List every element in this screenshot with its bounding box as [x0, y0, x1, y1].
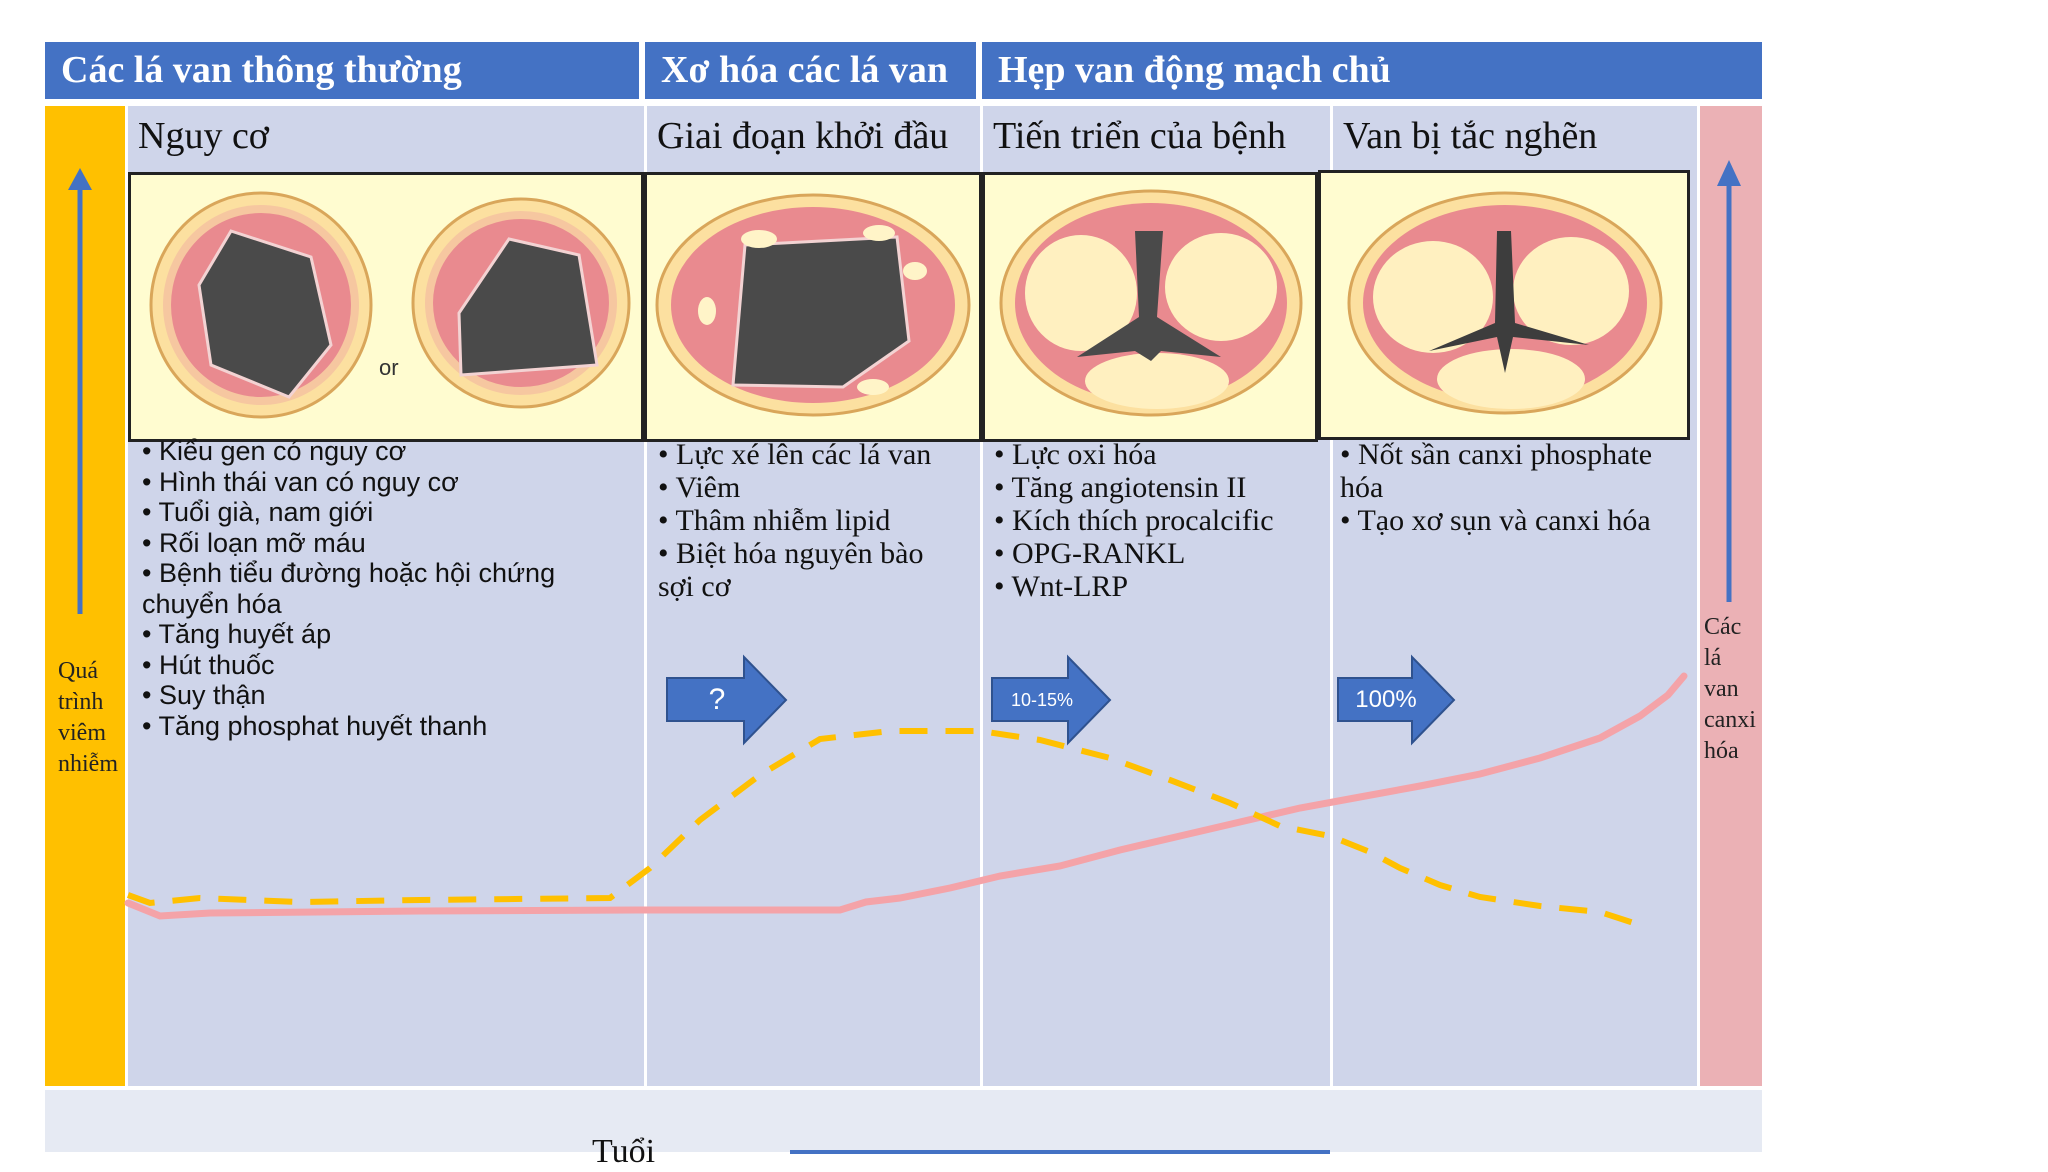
- list-item: • Tăng angiotensin II: [994, 471, 1247, 504]
- list-item: • Hình thái van có nguy cơ: [142, 466, 459, 497]
- header-stenosis: Hẹp van động mạch chủ: [982, 42, 1762, 99]
- list-item: • OPG-RANKL: [994, 537, 1186, 570]
- list-item: • Nốt sần canxi phosphate hóa: [1340, 438, 1653, 504]
- calcification-label: Các lá van canxi hóa: [1704, 614, 1756, 764]
- calcification-arrow-head: [1717, 160, 1741, 186]
- age-axis-panel: [45, 1090, 1762, 1152]
- obstruction-factors-list: • Nốt sần canxi phosphate hóa • Tạo xơ s…: [1340, 438, 1680, 537]
- stage-initiation: Giai đoạn khởi đầu: [647, 106, 980, 166]
- header-sclerosis: Xơ hóa các lá van: [645, 42, 976, 99]
- normal-valve-illustration: or: [149, 191, 631, 419]
- valve-image-progression: [982, 172, 1318, 442]
- column-divider: [980, 106, 983, 1086]
- list-item: • Tạo xơ sụn và canxi hóa: [1340, 504, 1651, 537]
- arrow-label-unknown: ?: [708, 683, 726, 716]
- inflammation-label: Quá trình viêm nhiễm: [58, 658, 118, 777]
- list-item: • Tăng huyết áp: [142, 619, 332, 649]
- arrow-label-10-15: 10-15%: [1010, 690, 1074, 710]
- valve-image-normal: or: [128, 172, 644, 442]
- arrow-label-100: 100%: [1355, 686, 1417, 713]
- header-normal-leaflets: Các lá van thông thường: [45, 42, 639, 99]
- column-divider: [1330, 106, 1333, 1086]
- calcification-curve: [124, 672, 1688, 920]
- list-item: • Suy thận: [142, 680, 266, 710]
- inflammation-bar: [45, 106, 125, 1086]
- obstruction-valve-illustration: [1347, 191, 1663, 415]
- list-item: • Bệnh tiểu đường hoặc hội chứng chuyển …: [142, 558, 556, 619]
- arrow-shape-initiation: [666, 654, 788, 746]
- list-item: • Hút thuốc: [142, 649, 275, 680]
- stage-obstruction: Van bị tắc nghẽn: [1333, 106, 1697, 166]
- list-item: • Thâm nhiễm lipid: [658, 504, 891, 537]
- list-item: • Lực oxi hóa: [994, 438, 1157, 471]
- stage-risk: Nguy cơ: [128, 106, 644, 166]
- sclerosis-valve-illustration: [655, 193, 971, 417]
- progression-factors-list: • Lực oxi hóa • Tăng angiotensin II • Kí…: [994, 438, 1314, 603]
- list-item: • Tuổi già, nam giới: [142, 497, 374, 527]
- stage-progression: Tiến triển của bệnh: [983, 106, 1330, 166]
- inflammation-curve: [126, 728, 1641, 928]
- initiation-factors-list: • Lực xé lên các lá van • Viêm • Thâm nh…: [658, 438, 958, 603]
- list-item: • Biệt hóa nguyên bào sợi cơ: [658, 537, 924, 603]
- valve-image-sclerosis: [644, 172, 982, 442]
- list-item: • Viêm: [658, 471, 741, 504]
- list-item: • Rối loạn mỡ máu: [142, 527, 366, 558]
- valve-image-obstruction: [1318, 170, 1690, 440]
- list-item: • Lực xé lên các lá van: [658, 438, 932, 471]
- list-item: • Tăng phosphat huyết thanh: [142, 710, 488, 741]
- progression-valve-illustration: [999, 189, 1303, 417]
- inflammation-arrow-head: [68, 168, 92, 190]
- column-divider: [644, 106, 647, 1086]
- list-item: • Wnt-LRP: [994, 570, 1129, 603]
- list-item: • Kiểu gen có nguy cơ: [142, 436, 407, 466]
- arrow-shape-obstruction: [1337, 654, 1456, 746]
- list-item: • Kích thích procalcific: [994, 504, 1274, 537]
- or-label: or: [379, 355, 399, 380]
- arrow-shape-progression: [991, 654, 1112, 746]
- risk-factors-list: • Kiểu gen có nguy cơ • Hình thái van có…: [142, 436, 602, 741]
